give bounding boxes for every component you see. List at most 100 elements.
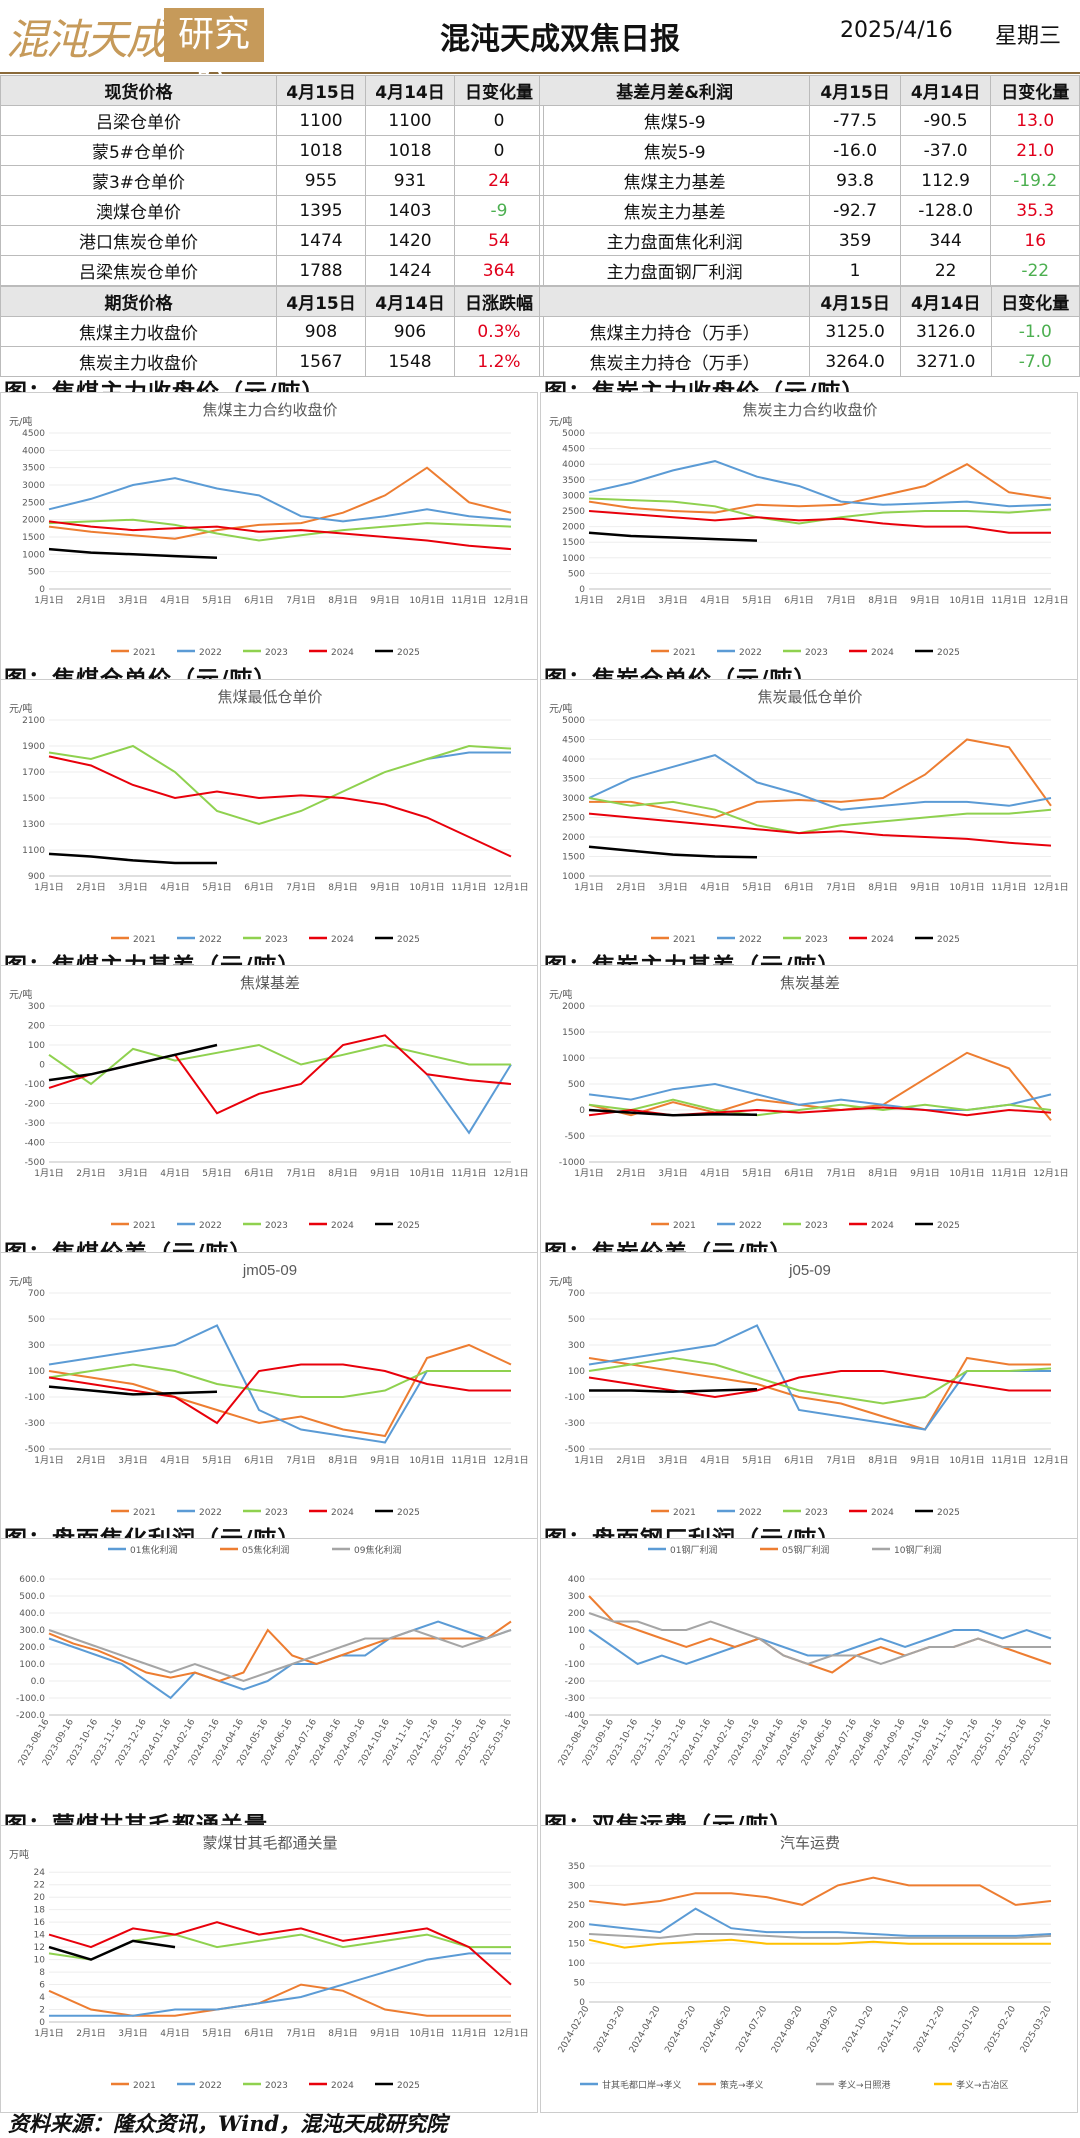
table-cell: 港口焦炭仓单价 [0,225,277,256]
chart-title: 焦炭最低仓单价 [757,689,862,706]
y-tick-label: 500 [568,569,585,579]
chart-panel-c3: 焦煤最低仓单价 元/吨 900 1100 1300 1500 1700 1900 2100 1月1… [0,679,538,967]
y-tick-label: 0 [579,1106,585,1116]
legend-label: 2022 [739,648,762,658]
y-tick-label: 4500 [562,736,585,746]
x-tick-label: 10月1日 [409,1168,444,1179]
x-tick-label: 2月1日 [76,882,105,893]
table-row: 蒙5#仓单价 1018 1018 0 [0,135,544,166]
y-tick-label: 2000 [562,1002,585,1012]
legend-label: 01钢厂利润 [670,1544,717,1556]
y-tick-label: 2500 [562,507,585,517]
table-cell: 吕梁焦炭仓单价 [0,255,277,286]
legend-label: 2023 [805,935,828,945]
x-tick-label: 8月1日 [868,595,897,606]
table-cell: 1100 [276,105,366,136]
x-tick-label: 9月1日 [370,1168,399,1179]
table-cell: 焦炭主力收盘价 [0,346,277,377]
table-row: 蒙3#仓单价 955 931 24 [0,165,544,196]
series-line-2022 [588,460,1052,508]
x-tick-label: 9月1日 [370,882,399,893]
series-line-2022 [48,477,512,523]
table-cell: 蒙3#仓单价 [0,165,277,196]
position-table: 4月15日 4月14日 日变化量 焦煤主力持仓（万手） 3125.0 3126.0 -1.0… [538,286,1080,377]
x-tick-label: 4月1日 [700,882,729,893]
chart-svg: -400-300-200-10001002003004002023-08-162… [557,1544,1054,1768]
y-tick-label: 300 [568,1592,585,1602]
logo-text: 混沌天成 [6,15,168,64]
table-cell: 112.9 [899,165,992,196]
series-line-2025 [48,852,217,865]
table-row: 焦煤主力持仓（万手） 3125.0 3126.0 -1.0 [538,316,1080,347]
y-tick-label: 1100 [22,846,45,856]
table-header-cell: 日变化量 [990,75,1080,106]
x-tick-label: 1月1日 [574,595,603,606]
legend-label: 2025 [397,935,420,945]
series-line-2024 [588,510,1051,534]
y-tick-label: 100 [568,1626,585,1636]
y-tick-label: 1900 [22,742,45,752]
y-axis-label: 元/吨 [9,415,32,428]
table-cell: 主力盘面钢厂利润 [538,255,811,286]
table-cell: 焦煤主力收盘价 [0,316,277,347]
legend-label: 2025 [937,935,960,945]
x-tick-label: 12月1日 [1033,882,1068,893]
y-tick-label: 1000 [562,554,585,564]
x-tick-label: 10月1日 [409,2028,444,2039]
table-header-cell [538,286,811,317]
legend-label: 2023 [265,1221,288,1231]
series-line-2023 [48,744,512,826]
chart-title: 汽车运费 [780,1835,840,1852]
y-tick-label: 5000 [562,716,585,726]
x-tick-label: 5月1日 [742,1455,771,1466]
x-tick-label: 6月1日 [784,1168,813,1179]
table-cell: -9 [454,195,544,226]
table-cell: -92.7 [809,195,901,226]
report-date: 2025/4/16 [840,18,953,43]
y-tick-label: 400 [568,1575,585,1585]
chart-title: 焦炭主力合约收盘价 [742,401,877,419]
y-tick-label: -300 [25,1419,46,1429]
y-tick-label: 16 [34,1918,46,1928]
x-tick-label: 3月1日 [658,595,687,606]
legend-label: 孝义→日照港 [838,2079,891,2091]
chart-svg: -200.0 -100.0 0.0 100.0 200.0 300.0 400.0 500.0… [16,1544,514,1768]
series-line-01焦化利润 [48,1620,512,1700]
chart-title: 焦煤最低仓单价 [217,689,322,706]
legend-label: 01焦化利润 [130,1544,177,1556]
y-tick-label: 0 [579,1998,585,2008]
y-tick-label: 0 [39,585,45,595]
series-line-2025 [48,1939,176,1961]
legend-label: 2025 [937,648,960,658]
series-line-2024 [48,1363,511,1425]
series-line-2023 [588,1098,1052,1117]
legend-label: 2023 [805,648,828,658]
y-tick-label: 3000 [562,491,585,501]
x-tick-label: 7月1日 [286,1455,315,1466]
series-line-孝义→古冶区 [588,1938,1051,1949]
y-tick-label: 4000 [562,460,585,470]
table-cell: 3126.0 [899,316,992,347]
legend-label: 2022 [739,1508,762,1518]
table-cell: 1548 [365,346,455,377]
table-cell: 16 [990,225,1080,256]
legend-label: 2022 [199,648,222,658]
x-tick-label: 2024-05-20 [663,2004,698,2055]
y-tick-label: 1500 [562,853,585,863]
x-tick-label: 8月1日 [868,1455,897,1466]
y-tick-label: 0 [579,585,585,595]
table-cell: -37.0 [899,135,992,166]
x-tick-label: 4月1日 [160,1455,189,1466]
table-cell: 焦煤5-9 [538,105,811,136]
chart-panel-c9: -200.0 -100.0 0.0 100.0 200.0 300.0 400.0 500.0… [0,1538,538,1826]
x-tick-label: 3月1日 [118,595,147,606]
series-line-2022 [426,1063,512,1135]
table-cell: 1474 [276,225,366,256]
x-tick-label: 8月1日 [868,882,897,893]
table-cell: 24 [454,165,544,196]
x-tick-label: 2024-11-20 [877,2004,912,2055]
y-tick-label: 4000 [562,755,585,765]
x-tick-label: 5月1日 [202,2028,231,2039]
y-tick-label: 2 [39,2006,45,2016]
